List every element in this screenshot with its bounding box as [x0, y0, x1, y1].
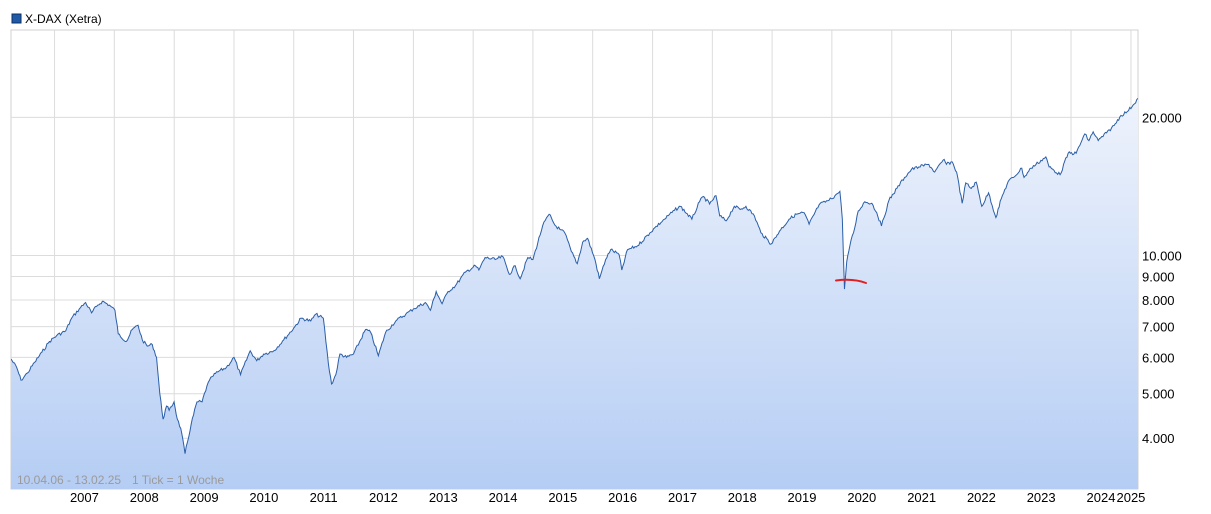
x-tick-label: 2011 — [310, 490, 338, 505]
y-tick-label: 8.000 — [1142, 293, 1175, 308]
legend: X-DAX (Xetra) — [11, 12, 102, 26]
x-tick-label: 2019 — [788, 490, 817, 505]
x-tick-label: 2018 — [728, 490, 757, 505]
x-tick-label: 2014 — [489, 490, 518, 505]
legend-swatch — [11, 13, 22, 24]
x-tick-label: 2008 — [130, 490, 159, 505]
footer-range: 10.04.06 - 13.02.25 — [17, 473, 121, 487]
y-tick-label: 9.000 — [1142, 270, 1175, 285]
y-tick-label: 10.000 — [1142, 249, 1182, 264]
x-tick-label: 2016 — [608, 490, 637, 505]
footer-tick-info: 1 Tick = 1 Woche — [132, 473, 224, 487]
price-line — [11, 97, 1138, 454]
x-tick-label: 2025 — [1116, 490, 1145, 505]
x-tick-label: 2024 — [1087, 490, 1116, 505]
y-axis: 20.000 10.000 9.000 8.000 7.000 6.000 5.000 4.0… — [1142, 110, 1182, 446]
y-tick-label: 7.000 — [1142, 320, 1175, 335]
x-tick-label: 2023 — [1027, 490, 1056, 505]
x-tick-label: 2010 — [249, 490, 278, 505]
y-tick-label: 20.000 — [1142, 110, 1182, 125]
y-tick-label: 5.000 — [1142, 387, 1175, 402]
x-tick-label: 2022 — [967, 490, 996, 505]
x-tick-label: 2021 — [907, 490, 936, 505]
legend-label: X-DAX (Xetra) — [25, 12, 102, 26]
x-tick-label: 2013 — [429, 490, 458, 505]
y-tick-label: 6.000 — [1142, 350, 1175, 365]
x-tick-label: 2020 — [847, 490, 876, 505]
y-tick-label: 4.000 — [1142, 431, 1175, 446]
x-tick-label: 2009 — [190, 490, 219, 505]
x-tick-label: 2007 — [70, 490, 99, 505]
x-axis: 2007 2008 2009 2010 2011 2012 2013 2014 2015 2016… — [70, 490, 1145, 505]
annotation-mark — [835, 278, 867, 284]
x-tick-label: 2012 — [369, 490, 398, 505]
x-tick-label: 2015 — [548, 490, 577, 505]
price-area — [11, 98, 1138, 489]
x-tick-label: 2017 — [668, 490, 697, 505]
